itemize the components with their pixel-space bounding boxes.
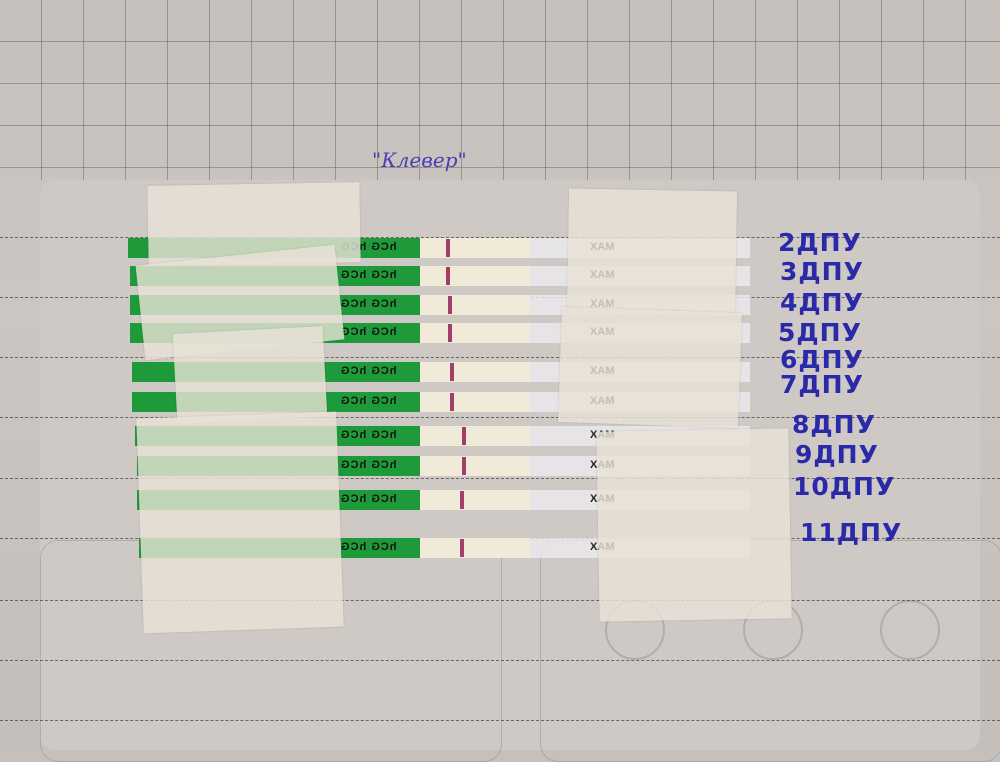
dashed-line: [0, 600, 1000, 601]
result-window: [420, 295, 530, 315]
control-line: [462, 457, 466, 475]
day-label: 5ДПУ: [778, 318, 862, 347]
graph-paper-grid: [0, 0, 1000, 180]
dashed-line: [0, 478, 1000, 479]
result-window: [420, 238, 530, 258]
tape: [596, 428, 792, 622]
day-label: 9ДПУ: [795, 440, 879, 469]
strip-print: hCG hCG: [340, 269, 397, 281]
result-window: [420, 266, 530, 286]
tape: [566, 188, 738, 317]
day-label: 10ДПУ: [793, 472, 896, 501]
control-line: [446, 239, 450, 257]
result-window: [420, 490, 530, 510]
tape: [172, 326, 328, 424]
day-label: 2ДПУ: [778, 228, 862, 257]
day-label: 6ДПУ: [780, 345, 864, 374]
day-label: 11ДПУ: [800, 518, 903, 547]
result-window: [420, 323, 530, 343]
day-label: 4ДПУ: [780, 288, 864, 317]
tape: [558, 306, 742, 429]
control-line: [448, 324, 452, 342]
face-icon: [880, 600, 940, 660]
result-window: [420, 362, 530, 382]
strip-print: hCG hCG: [340, 298, 397, 310]
control-line: [462, 427, 466, 445]
dashed-line: [0, 417, 1000, 418]
strip-print: hCG hCG: [340, 541, 397, 553]
strip-print: hCG hCG: [340, 459, 397, 471]
result-window: [420, 538, 530, 558]
control-line: [450, 363, 454, 381]
dashed-line: [0, 357, 1000, 358]
dashed-line: [0, 237, 1000, 238]
day-label: 8ДПУ: [792, 410, 876, 439]
strip-print: hCG hCG: [340, 493, 397, 505]
tape: [136, 411, 344, 634]
strip-print: hCG hCG: [340, 326, 397, 338]
strip-print: hCG hCG: [340, 395, 397, 407]
control-line: [446, 267, 450, 285]
strip-print: hCG hCG: [340, 365, 397, 377]
dashed-line: [0, 660, 1000, 661]
control-line: [460, 491, 464, 509]
result-window: [420, 392, 530, 412]
control-line: [448, 296, 452, 314]
day-label: 3ДПУ: [780, 257, 864, 286]
result-window: [420, 426, 530, 446]
brand-label: "Клевер": [372, 148, 467, 172]
dashed-line: [0, 720, 1000, 721]
result-window: [420, 456, 530, 476]
control-line: [460, 539, 464, 557]
day-label: 7ДПУ: [780, 370, 864, 399]
control-line: [450, 393, 454, 411]
strip-print: hCG hCG: [340, 429, 397, 441]
